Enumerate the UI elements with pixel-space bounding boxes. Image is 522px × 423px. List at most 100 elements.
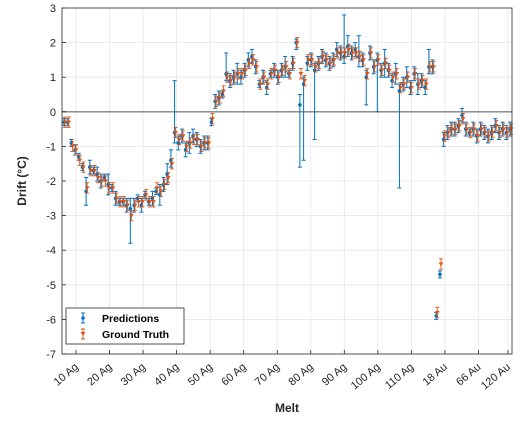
ground-truth-point (361, 54, 366, 66)
y-tick-label: -4 (46, 245, 56, 257)
ground-truth-point (431, 61, 436, 73)
ground-truth-point (88, 164, 94, 177)
ground-truth-point (265, 78, 271, 90)
y-tick-label: 0 (50, 107, 56, 119)
ground-truth-point (191, 133, 197, 146)
ground-truth-point (69, 140, 75, 153)
legend-box (65, 307, 185, 345)
ground-truth-point (136, 196, 142, 208)
prediction-point (297, 94, 302, 168)
ground-truth-point (269, 68, 274, 80)
ground-truth-point (320, 50, 326, 63)
ground-truth-point (246, 57, 252, 70)
ground-truth-point (420, 75, 425, 87)
ground-truth-point (438, 258, 444, 270)
x-tick-label: 60 Ag (219, 361, 248, 388)
ground-truth-point (84, 182, 90, 194)
ground-truth-point (353, 47, 359, 59)
ground-truth-point (92, 164, 97, 177)
x-tick-label: 10 Ag (52, 361, 81, 388)
ground-truth-point (276, 71, 282, 83)
ground-truth-point (272, 64, 278, 76)
prediction-point (312, 62, 317, 140)
ground-truth-point (416, 78, 422, 90)
ground-truth-point (140, 196, 145, 208)
ground-truth-point (324, 54, 330, 66)
ground-truth-point (456, 119, 462, 132)
x-tick-label: 70 Ag (253, 361, 282, 388)
y-tick-label: -6 (46, 314, 56, 326)
ground-truth-point (283, 61, 289, 73)
ground-truth-point (368, 47, 374, 59)
ground-truth-series (62, 36, 514, 319)
ground-truth-point (114, 192, 120, 204)
ground-truth-point (110, 182, 116, 194)
x-tick-label: 100 Ag (349, 361, 383, 392)
y-tick-label: 2 (50, 38, 56, 50)
ground-truth-point (62, 116, 68, 128)
ground-truth-point (490, 126, 495, 139)
ground-truth-point (228, 75, 234, 87)
ground-truth-point (261, 71, 267, 83)
y-axis-ticks: 3 2 1 0 -1 -2 -3 -4 -5 -6 -7 (46, 3, 66, 361)
x-tick-label: 50 Ag (186, 361, 215, 388)
ground-truth-point (213, 95, 219, 108)
ground-truth-point (427, 61, 433, 73)
ground-truth-point (291, 57, 296, 70)
ground-truth-point (398, 81, 403, 94)
ground-truth-point (453, 123, 459, 135)
ground-truth-point (309, 54, 315, 66)
ground-truth-point (390, 71, 396, 83)
ground-truth-point (497, 126, 503, 139)
ground-truth-point (184, 140, 190, 153)
ground-truth-point (327, 57, 333, 70)
ground-truth-point (187, 137, 193, 149)
ground-truth-point (350, 47, 355, 59)
ground-truth-point (405, 71, 411, 83)
y-tick-label: -7 (46, 349, 56, 361)
legend-predictions-marker (81, 312, 85, 324)
ground-truth-point (335, 47, 341, 59)
ground-truth-point (198, 140, 204, 153)
ground-truth-point (169, 158, 175, 170)
ground-truth-point (117, 196, 123, 208)
y-tick-label: 3 (50, 3, 56, 15)
ground-truth-point (132, 199, 138, 211)
ground-truth-point (217, 92, 223, 104)
ground-truth-point (287, 68, 293, 80)
ground-truth-point (372, 61, 378, 73)
ground-truth-point (106, 182, 112, 194)
ground-truth-point (346, 43, 352, 56)
ground-truth-point (125, 199, 131, 211)
x-axis-label: Melt (275, 401, 299, 415)
ground-truth-point (121, 196, 127, 208)
ground-truth-point (173, 126, 178, 139)
ground-truth-point (73, 144, 79, 156)
ground-truth-point (401, 78, 407, 90)
ground-truth-point (165, 171, 171, 184)
ground-truth-point (479, 123, 484, 135)
ground-truth-point (180, 130, 186, 142)
ground-truth-point (468, 126, 473, 139)
ground-truth-point (154, 182, 160, 194)
x-tick-label: 120 Au (479, 361, 513, 392)
ground-truth-point (482, 126, 488, 139)
ground-truth-point (81, 161, 86, 173)
ground-truth-point (221, 85, 226, 97)
ground-truth-point (412, 68, 418, 80)
ground-truth-point (379, 64, 385, 76)
ground-truth-point (434, 306, 440, 319)
ground-truth-point (195, 133, 201, 146)
ground-truth-point (298, 68, 304, 80)
y-tick-label: -3 (46, 211, 56, 223)
ground-truth-point (305, 54, 311, 66)
ground-truth-point (383, 57, 389, 70)
ground-truth-point (243, 64, 249, 76)
y-axis-label: Drift (°C) (15, 156, 29, 205)
ground-truth-point (409, 81, 414, 94)
ground-truth-point (280, 64, 285, 76)
y-tick-label: 1 (50, 72, 56, 84)
ground-truth-point (460, 113, 466, 125)
ground-truth-point (103, 175, 108, 187)
